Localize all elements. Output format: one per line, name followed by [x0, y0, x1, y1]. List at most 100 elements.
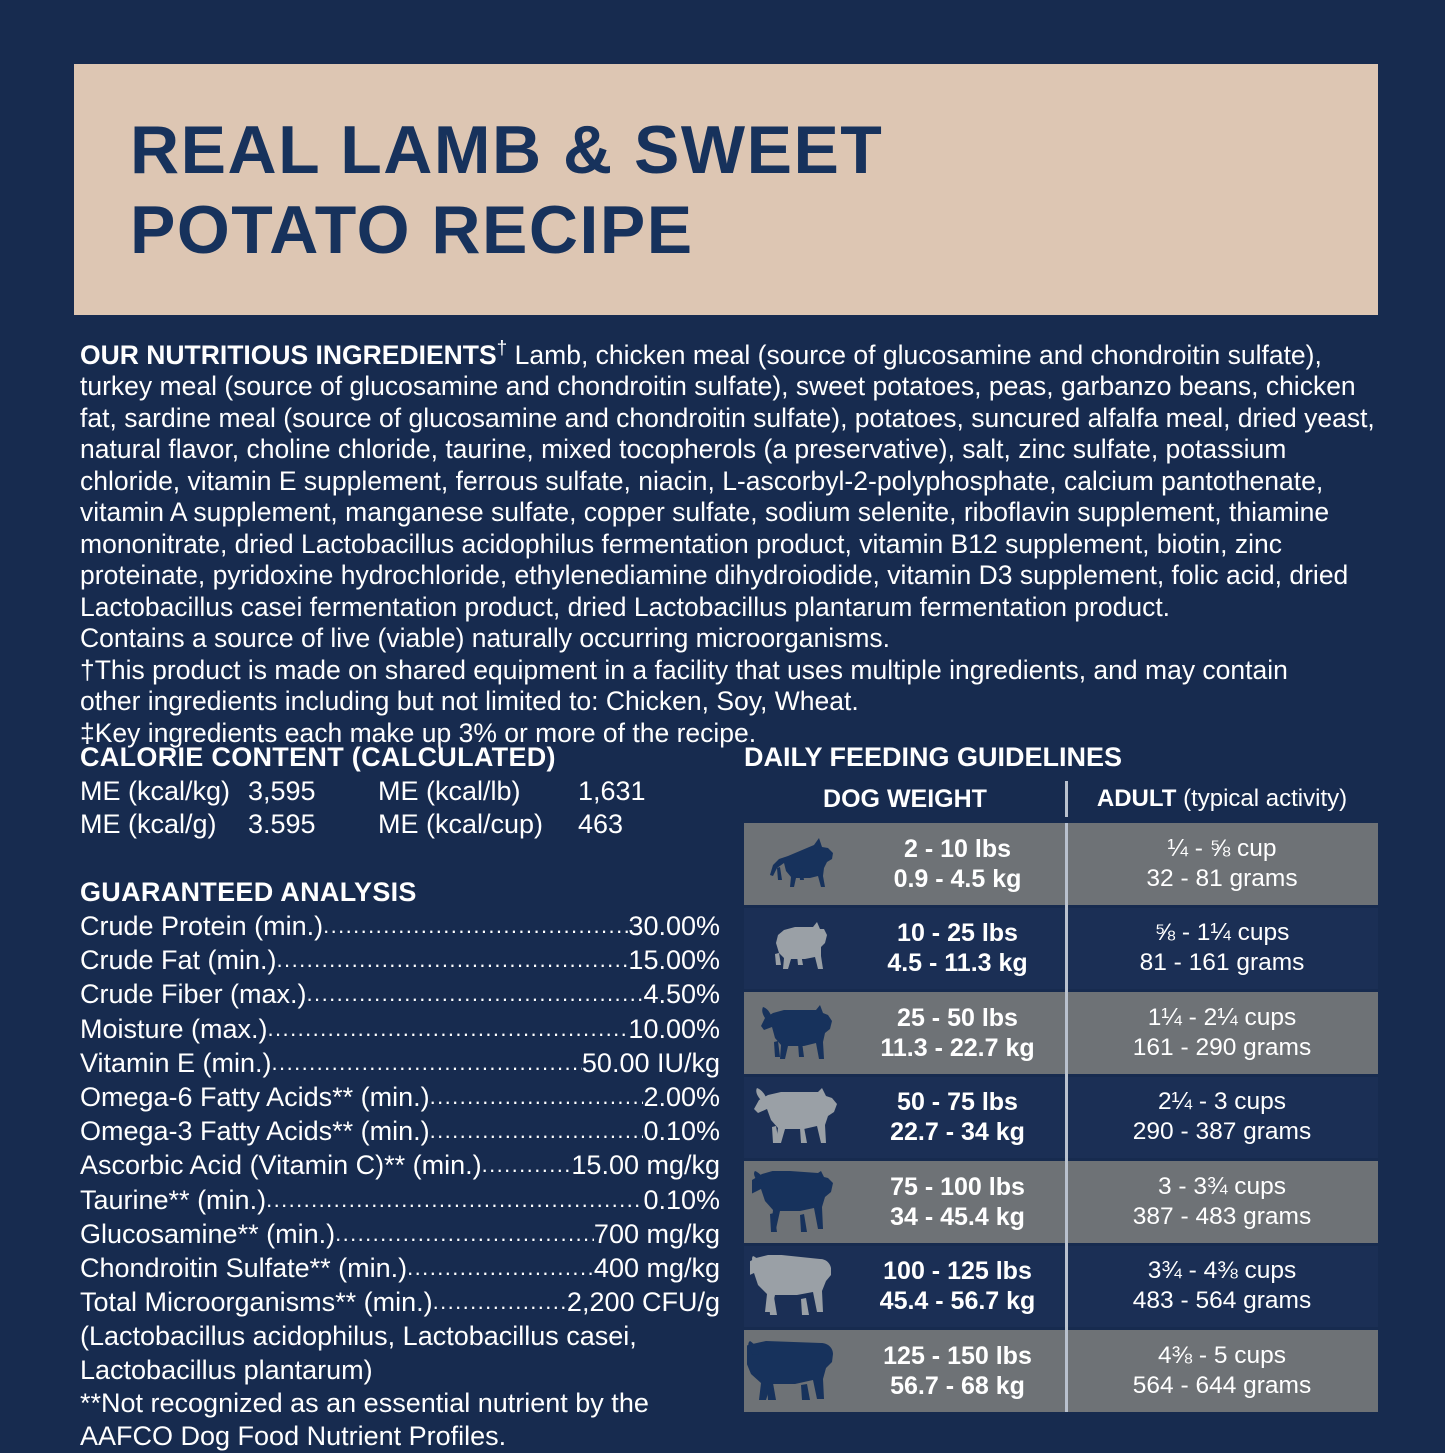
table-row: 100 - 125 lbs 45.4 - 56.7 kg 3¾ - 4⅜ cup…: [744, 1245, 1378, 1327]
weight-kg: 4.5 - 11.3 kg: [887, 949, 1028, 978]
strains-line-2: Lactobacillus plantarum): [80, 1354, 373, 1385]
amount-cell: ¼ - ⅝ cup 32 - 81 grams: [1066, 834, 1378, 894]
ingredients-heading: OUR NUTRITIOUS INGREDIENTS: [80, 339, 497, 370]
amount-cups: 1¼ - 2¼ cups: [1147, 1003, 1297, 1031]
weight-lbs: 2 - 10 lbs: [904, 834, 1011, 863]
header-adult-note: (typical activity): [1176, 785, 1348, 812]
weight-cell: 10 - 25 lbs 4.5 - 11.3 kg: [849, 918, 1066, 978]
amount-grams: 483 - 564 grams: [1132, 1287, 1312, 1315]
analysis-row: Omega-3 Fatty Acids** (min.)............…: [80, 1115, 720, 1149]
analysis-label: Moisture (max.): [80, 1013, 268, 1044]
body-column-divider: [1065, 823, 1068, 1412]
weight-lbs: 100 - 125 lbs: [883, 1257, 1032, 1286]
amount-cell: 3 - 3¾ cups 387 - 483 grams: [1066, 1172, 1378, 1232]
analysis-value: 4.50%: [643, 979, 720, 1010]
footnote-double-dagger: ‡Key ingredients each make up 3% or more…: [80, 717, 757, 748]
analysis-label: Chondroitin Sulfate** (min.): [80, 1253, 408, 1284]
dog-shepherd-icon: [744, 1088, 849, 1146]
feeding-table-header: DOG WEIGHT ADULT (typical activity): [744, 781, 1378, 817]
calorie-label-kcal-cup: ME (kcal/cup): [378, 809, 544, 839]
analysis-label: Taurine** (min.): [80, 1184, 267, 1215]
dog-chihuahua-icon: [744, 837, 849, 891]
table-row: 2 - 10 lbs 0.9 - 4.5 kg ¼ - ⅝ cup 32 - 8…: [744, 823, 1378, 905]
leader-dots: ........................................…: [481, 1152, 572, 1178]
weight-lbs: 10 - 25 lbs: [897, 919, 1018, 948]
analysis-value: 0.10%: [643, 1116, 720, 1147]
analysis-value: 50.00 IU/kg: [581, 1047, 720, 1078]
analysis-row: Crude Fiber (max.)......................…: [80, 978, 720, 1012]
weight-kg: 56.7 - 68 kg: [890, 1371, 1025, 1400]
product-title-line-2: POTATO RECIPE: [130, 191, 694, 268]
amount-cell: 3¾ - 4⅜ cups 483 - 564 grams: [1066, 1256, 1378, 1316]
weight-cell: 75 - 100 lbs 34 - 45.4 kg: [849, 1172, 1066, 1232]
analysis-row: Taurine** (min.)........................…: [80, 1184, 720, 1218]
calorie-label-kcal-lb: ME (kcal/lb): [378, 776, 521, 806]
leader-dots: ........................................…: [335, 1220, 594, 1246]
analysis-value: 400 mg/kg: [593, 1253, 720, 1284]
ingredients-section: OUR NUTRITIOUS INGREDIENTS† Lamb, chicke…: [80, 333, 1380, 749]
weight-cell: 25 - 50 lbs 11.3 - 22.7 kg: [849, 1003, 1066, 1063]
weight-kg: 45.4 - 56.7 kg: [879, 1287, 1036, 1316]
row-separator: [744, 989, 1378, 992]
dog-great-dane-icon: [744, 1170, 849, 1233]
amount-grams: 387 - 483 grams: [1132, 1202, 1312, 1230]
amount-cell: ⅝ - 1¼ cups 81 - 161 grams: [1066, 918, 1378, 978]
amount-cups: ⅝ - 1¼ cups: [1154, 919, 1290, 947]
calorie-value-kcal-kg: 3,595: [248, 776, 316, 806]
analysis-label: Total Microorganisms** (min.): [80, 1287, 433, 1318]
product-title-line-1: REAL LAMB & SWEET: [130, 111, 884, 188]
analysis-value: 15.00 mg/kg: [571, 1150, 720, 1181]
leader-dots: ........................................…: [271, 1049, 582, 1075]
amount-cups: ¼ - ⅝ cup: [1167, 834, 1277, 862]
analysis-label: Crude Fiber (max.): [80, 979, 307, 1010]
analysis-row: Crude Fat (min.)........................…: [80, 944, 720, 978]
leader-dots: ........................................…: [267, 1015, 629, 1041]
analysis-row: Total Microorganisms** (min.)...........…: [80, 1286, 720, 1320]
weight-cell: 100 - 125 lbs 45.4 - 56.7 kg: [849, 1256, 1066, 1316]
row-separator: [744, 1158, 1378, 1161]
analysis-value: 2.00%: [643, 1082, 720, 1113]
analysis-row: Crude Protein (min.)....................…: [80, 910, 720, 944]
calorie-content-grid: ME (kcal/kg) 3,595 ME (kcal/lb) 1,631 ME…: [80, 775, 720, 841]
analysis-row: Glucosamine** (min.)....................…: [80, 1218, 720, 1252]
amount-grams: 161 - 290 grams: [1132, 1033, 1312, 1061]
strains-line-1: (Lactobacillus acidophilus, Lactobacillu…: [80, 1321, 637, 1352]
calorie-value-kcal-cup: 463: [578, 809, 624, 839]
leader-dots: ........................................…: [306, 981, 644, 1007]
leader-dots: ........................................…: [276, 947, 629, 973]
ingredients-heading-marker: †: [496, 338, 508, 359]
row-separator: [744, 904, 1378, 908]
leader-dots: ........................................…: [429, 1084, 644, 1110]
footnote-dagger: †This product is made on shared equipmen…: [80, 654, 1288, 685]
header-column-divider: [1065, 781, 1068, 817]
leader-dots: ........................................…: [323, 913, 628, 938]
amount-grams: 81 - 161 grams: [1139, 949, 1305, 977]
analysis-footnote-line-1: **Not recognized as an essential nutrien…: [80, 1387, 649, 1418]
row-separator: [744, 1073, 1378, 1077]
analysis-value: 2,200 CFU/g: [566, 1287, 720, 1318]
table-row: 25 - 50 lbs 11.3 - 22.7 kg 1¼ - 2¼ cups …: [744, 992, 1378, 1074]
weight-kg: 0.9 - 4.5 kg: [893, 864, 1022, 893]
analysis-label: Crude Fat (min.): [80, 945, 277, 976]
amount-cups: 3 - 3¾ cups: [1157, 1172, 1286, 1200]
dog-husky-icon: [744, 1004, 849, 1061]
table-row: 10 - 25 lbs 4.5 - 11.3 kg ⅝ - 1¼ cups 81…: [744, 907, 1378, 989]
weight-kg: 11.3 - 22.7 kg: [880, 1033, 1035, 1062]
analysis-value: 10.00%: [628, 1013, 720, 1044]
guaranteed-analysis-title: GUARANTEED ANALYSIS: [80, 877, 417, 907]
row-separator: [744, 1242, 1378, 1246]
header-dog-weight: DOG WEIGHT: [823, 784, 987, 813]
amount-cups: 3¾ - 4⅜ cups: [1147, 1257, 1297, 1285]
weight-lbs: 125 - 150 lbs: [883, 1341, 1032, 1370]
analysis-row: Vitamin E (min.)........................…: [80, 1047, 720, 1081]
amount-cell: 2¼ - 3 cups 290 - 387 grams: [1066, 1087, 1378, 1147]
amount-cups: 2¼ - 3 cups: [1157, 1088, 1286, 1116]
analysis-label: Ascorbic Acid (Vitamin C)** (min.): [80, 1150, 482, 1181]
header-adult-bold: ADULT: [1096, 785, 1177, 812]
header-adult: ADULT (typical activity): [1066, 785, 1378, 813]
analysis-label: Omega-3 Fatty Acids** (min.): [80, 1116, 430, 1147]
ingredients-body: Lamb, chicken meal (source of glucosamin…: [80, 339, 1375, 622]
analysis-row: Chondroitin Sulfate** (min.)............…: [80, 1252, 720, 1286]
calorie-value-kcal-lb: 1,631: [578, 776, 646, 806]
